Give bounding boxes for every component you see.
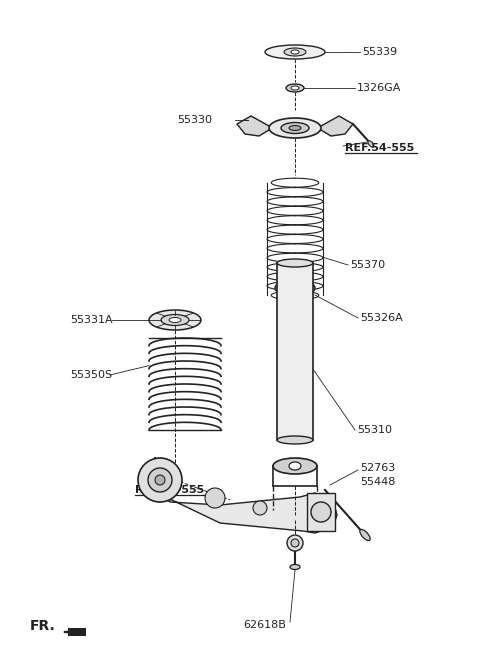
Ellipse shape <box>281 123 309 134</box>
Ellipse shape <box>291 50 299 54</box>
Text: 55330: 55330 <box>177 115 212 125</box>
Text: 55350S: 55350S <box>70 370 112 380</box>
Circle shape <box>287 535 303 551</box>
Text: 1326GA: 1326GA <box>357 83 401 93</box>
Ellipse shape <box>291 336 299 340</box>
Bar <box>307 493 335 531</box>
Polygon shape <box>237 116 269 136</box>
Bar <box>277 263 313 440</box>
Text: 55448: 55448 <box>360 477 396 487</box>
Ellipse shape <box>291 86 299 90</box>
Text: 52763: 52763 <box>360 463 395 473</box>
Circle shape <box>155 475 165 485</box>
Circle shape <box>311 502 331 522</box>
Ellipse shape <box>283 283 307 293</box>
Text: FR.: FR. <box>30 619 56 633</box>
Bar <box>68 628 86 636</box>
Ellipse shape <box>290 565 300 569</box>
Text: REF.54-555: REF.54-555 <box>135 485 204 495</box>
Bar <box>68 628 86 636</box>
Ellipse shape <box>275 280 315 296</box>
Text: 62618B: 62618B <box>243 620 287 630</box>
Text: REF.54-555: REF.54-555 <box>345 143 414 153</box>
Ellipse shape <box>265 45 325 59</box>
Ellipse shape <box>269 118 321 138</box>
Ellipse shape <box>289 125 301 131</box>
Text: 55339: 55339 <box>362 47 397 57</box>
Ellipse shape <box>360 529 370 541</box>
Ellipse shape <box>169 318 181 323</box>
Ellipse shape <box>368 141 374 147</box>
Polygon shape <box>152 458 337 533</box>
Ellipse shape <box>161 314 189 325</box>
Ellipse shape <box>284 48 306 56</box>
Circle shape <box>291 539 299 547</box>
Ellipse shape <box>279 313 311 323</box>
Circle shape <box>253 501 267 515</box>
Bar <box>279 290 311 318</box>
Text: 55331A: 55331A <box>70 315 113 325</box>
Circle shape <box>148 468 172 492</box>
Ellipse shape <box>273 458 317 474</box>
Ellipse shape <box>285 262 305 268</box>
Circle shape <box>205 488 225 508</box>
Ellipse shape <box>277 436 313 444</box>
Polygon shape <box>321 116 353 136</box>
Circle shape <box>138 458 182 502</box>
Text: 55326A: 55326A <box>360 313 403 323</box>
Text: 55370: 55370 <box>350 260 385 270</box>
Text: 55310: 55310 <box>357 425 392 435</box>
Ellipse shape <box>277 259 313 267</box>
Ellipse shape <box>289 462 301 470</box>
Ellipse shape <box>149 310 201 330</box>
Ellipse shape <box>286 84 304 92</box>
